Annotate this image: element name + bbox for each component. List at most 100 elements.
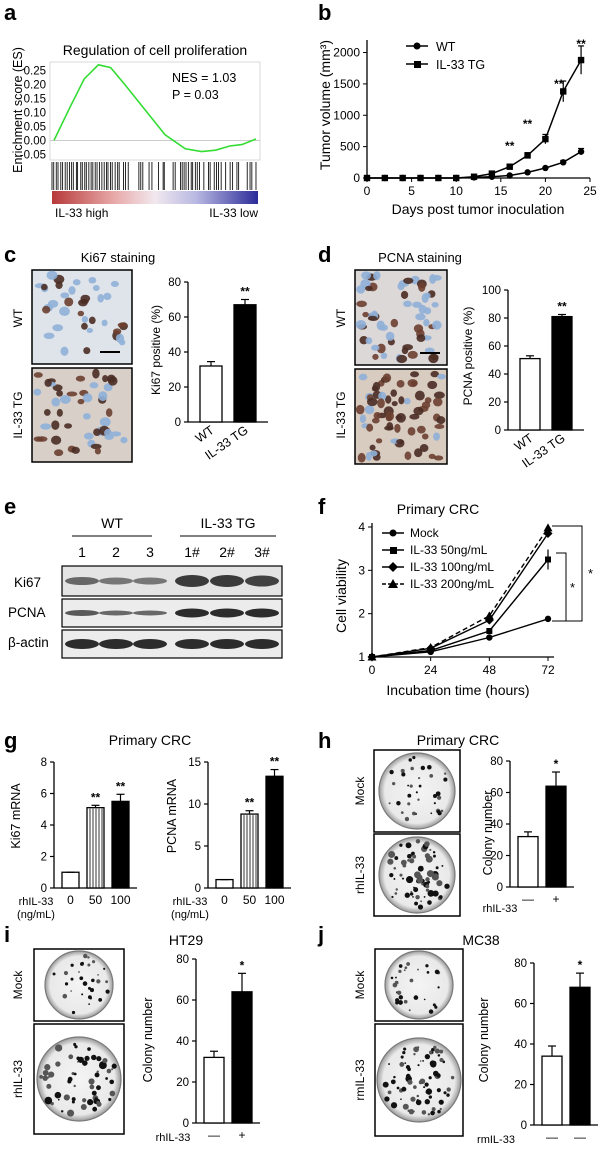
ihc-positive-nucleus: [102, 374, 109, 383]
colony-ht29-panel: HT29 Mock rhIL-33 Colony number rhIL-33 …: [11, 932, 260, 1144]
colony-dot: [91, 960, 96, 964]
colony-dot: [91, 1090, 97, 1096]
ihc-negative-nucleus: [365, 337, 373, 345]
colony-j-bar-y-tick-label: 80: [514, 958, 527, 970]
colony-dot: [105, 989, 110, 994]
colony-dot: [73, 1084, 76, 1088]
colony-dot: [431, 873, 439, 881]
ihc-positive-nucleus: [373, 411, 381, 420]
colony-dot: [420, 900, 423, 903]
colony-h-bar-category-label: +: [552, 892, 559, 906]
tumor-point-tg: [542, 135, 549, 143]
viability-y-label: Cell viability: [333, 559, 349, 633]
colony-dot: [382, 1081, 389, 1088]
ihc-negative-nucleus: [358, 373, 368, 381]
ihc-positive-nucleus: [394, 423, 401, 433]
colony-dot: [398, 995, 404, 1000]
colony-dot: [425, 884, 430, 889]
ihc-negative-nucleus: [429, 274, 437, 284]
colony-dot: [398, 1000, 403, 1005]
colony-dot: [91, 978, 95, 983]
ihc-negative-nucleus: [418, 304, 427, 314]
colony-dot: [417, 865, 424, 872]
legend-tg-label: IL-33 TG: [436, 58, 485, 72]
colony-dot: [413, 995, 419, 1000]
colony-dot: [87, 956, 90, 959]
pcna-title: PCNA staining: [378, 250, 462, 265]
colony-dot: [395, 976, 397, 979]
colony-dot: [412, 854, 417, 859]
ihc-negative-nucleus: [98, 391, 108, 402]
tumor-x-tick-label: 10: [450, 184, 464, 198]
ihc-positive-nucleus: [418, 282, 426, 292]
colony-dot: [417, 1064, 420, 1067]
pcna-mrna-bar-category-label: 50: [243, 893, 257, 907]
ihc-negative-nucleus: [412, 301, 422, 308]
ihc-positive-nucleus: [36, 436, 48, 442]
ki67-mrna-bar-y-tick-label: 8: [41, 757, 47, 769]
colony-dot: [409, 784, 413, 788]
colony-dot: [450, 1075, 455, 1080]
colony-dot: [437, 986, 440, 989]
wb-lane-4: 1#: [184, 544, 200, 560]
colony-dot: [412, 811, 416, 816]
colony-dot: [428, 1076, 432, 1080]
ihc-positive-nucleus: [366, 397, 378, 407]
viability-x-tick-label: 72: [541, 663, 555, 677]
colony-dot: [393, 878, 396, 880]
colony-dot: [418, 784, 422, 788]
ihc-positive-nucleus: [416, 334, 426, 342]
colony-dot: [425, 964, 429, 968]
wb-row-ki67: Ki67: [14, 575, 41, 590]
colony-dot: [400, 811, 404, 815]
colony-dot: [415, 791, 418, 794]
legend-mock-marker: [389, 529, 397, 537]
wb-band: [175, 608, 209, 618]
colony-dot: [416, 876, 424, 884]
ihc-positive-nucleus: [433, 391, 445, 399]
gsea-plot: Regulation of cell proliferation Enrichm…: [11, 42, 261, 220]
colony-h-bar-y-tick-label: 40: [490, 819, 503, 831]
ki67-mrna-bar-y-tick-label: 0: [41, 883, 47, 895]
ihc-positive-nucleus: [436, 416, 446, 425]
colony-dot: [438, 895, 443, 899]
ihc-positive-nucleus: [88, 316, 96, 325]
colony-dot: [417, 904, 424, 910]
colony-dot: [424, 1053, 431, 1060]
ihc-positive-nucleus: [391, 400, 398, 407]
colony-dot: [390, 1102, 398, 1109]
ihc-negative-nucleus: [110, 431, 122, 437]
panel-letter-j: j: [317, 922, 324, 947]
pcna-mrna-bar-y-tick-label: 10: [188, 799, 201, 811]
gsea-y-tick-label: 0.25: [24, 65, 46, 77]
colony-dot: [105, 980, 109, 984]
ki67-wt-cells: [34, 270, 128, 356]
tumor-point-wt: [560, 159, 567, 166]
colony-dot: [413, 1046, 419, 1053]
colony-h-bar-y-tick-label: 0: [497, 882, 503, 894]
pcna-mrna-y-label: PCNA mRNA: [165, 778, 179, 853]
ihc-negative-nucleus: [437, 373, 446, 380]
ihc-positive-nucleus: [92, 368, 100, 379]
colony-dot: [403, 1047, 407, 1051]
ihc-negative-nucleus: [82, 413, 91, 420]
colony-dot: [81, 993, 84, 996]
panel-letter-b: b: [318, 0, 331, 25]
ihc-positive-nucleus: [93, 428, 101, 436]
ihc-negative-nucleus: [60, 292, 70, 299]
colony-dot: [52, 972, 56, 976]
colony-dot: [407, 859, 410, 862]
colony-dot: [42, 1069, 49, 1076]
viability-title: Primary CRC: [397, 501, 479, 517]
ihc-positive-nucleus: [56, 408, 63, 417]
colony-dot: [410, 766, 414, 771]
g1-axis-label-1: rhIL-33: [19, 896, 54, 908]
ihc-positive-nucleus: [44, 378, 52, 387]
ki67-bar-significance: **: [240, 285, 250, 299]
ihc-negative-nucleus: [356, 285, 366, 294]
tumor-significance: **: [505, 139, 515, 153]
ihc-negative-nucleus: [120, 436, 128, 444]
colony-j-title: MC38: [462, 932, 500, 948]
viability-line-1: [371, 559, 549, 658]
colony-dot: [391, 895, 394, 899]
